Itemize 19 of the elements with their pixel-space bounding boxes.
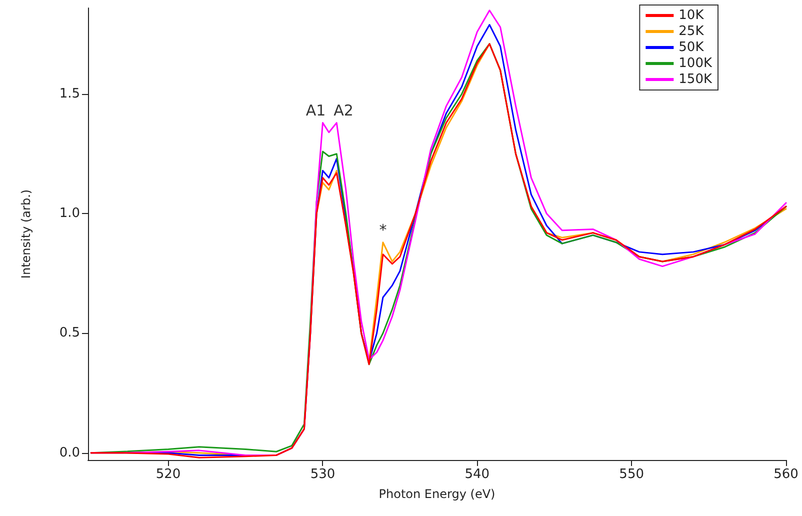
y-tick-label: 1.0 bbox=[59, 206, 80, 222]
legend-label: 25K bbox=[678, 24, 704, 39]
x-axis-title: Photon Energy (eV) bbox=[378, 487, 496, 501]
legend-label: 100K bbox=[678, 56, 712, 71]
y-axis-title: Intensity (arb.) bbox=[19, 189, 33, 279]
x-tick-label: 560 bbox=[774, 467, 798, 482]
x-tick-label: 550 bbox=[619, 467, 644, 482]
x-tick-label: 520 bbox=[156, 467, 181, 482]
legend-label: 50K bbox=[678, 40, 704, 55]
legend-label: 10K bbox=[678, 8, 704, 23]
x-tick-label: 540 bbox=[464, 467, 490, 482]
annotation: A2 bbox=[334, 101, 354, 120]
annotation: A1 bbox=[306, 101, 326, 120]
y-tick-label: 0.0 bbox=[59, 445, 80, 460]
legend-label: 150K bbox=[678, 72, 712, 87]
y-tick-label: 0.5 bbox=[59, 326, 80, 341]
y-tick-label: 1.5 bbox=[59, 86, 80, 102]
x-tick-label: 530 bbox=[310, 467, 336, 482]
annotation: * bbox=[379, 220, 388, 239]
